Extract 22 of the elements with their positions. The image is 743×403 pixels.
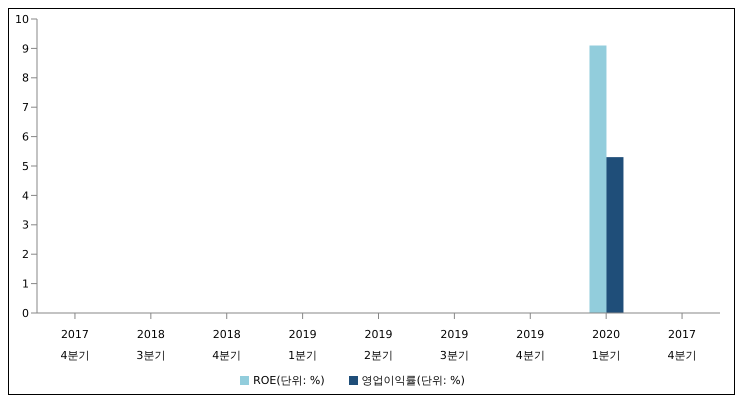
x-tick-label: 2020 1분기 [592,328,621,362]
y-tick-label: 7 [22,101,29,114]
y-tick-label: 5 [22,160,29,173]
y-tick-label: 2 [22,248,29,262]
y-tick-label: 1 [22,278,29,291]
y-tick-label: 4 [22,189,29,202]
x-tick-label: 2019 2분기 [364,328,393,362]
x-tick-label: 2018 3분기 [136,328,166,362]
legend-label: ROE(단위: %) [253,374,325,387]
y-tick-label: 10 [15,12,29,26]
x-tick-label: 2018 4분기 [212,328,242,362]
y-tick-label: 0 [22,306,29,320]
x-tick-label: 2019 1분기 [288,328,318,362]
x-tick-label: 2019 4분기 [516,328,545,362]
y-tick-label: 8 [22,72,29,85]
y-tick-label: 6 [22,130,29,144]
x-tick-label: 2017 4분기 [668,328,697,362]
legend-label: 영업이익률(단위: %) [362,374,465,387]
y-tick-label: 3 [22,218,29,232]
y-tick-label: 9 [22,42,29,56]
x-tick-label: 2019 3분기 [440,328,469,362]
x-tick-label: 2017 4분기 [60,328,90,362]
